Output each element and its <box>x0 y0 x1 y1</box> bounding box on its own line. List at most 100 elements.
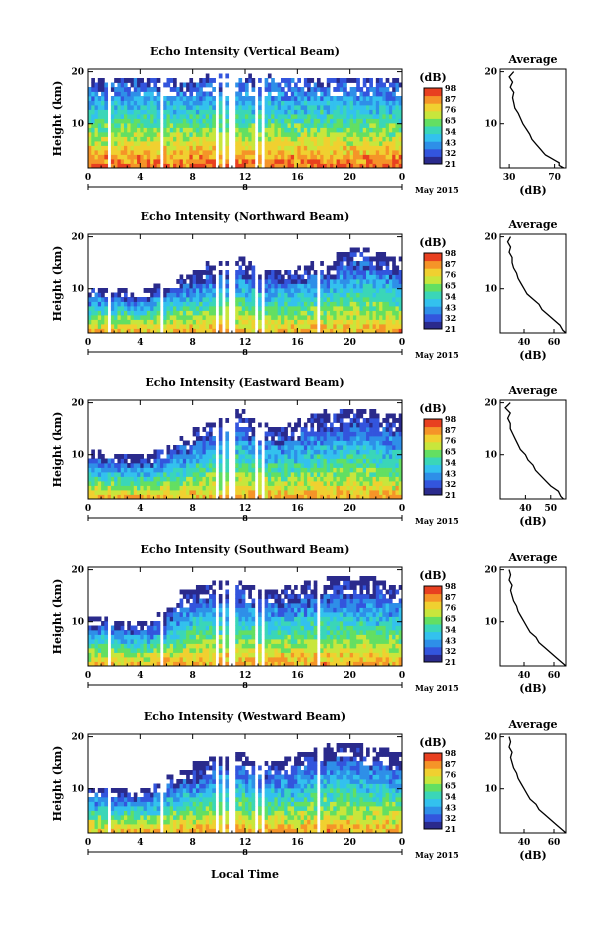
heatmap-cell <box>316 105 321 110</box>
heatmap-cell <box>300 440 305 446</box>
heatmap-cell <box>346 472 351 477</box>
heatmap-cell <box>150 91 154 97</box>
heatmap-cell <box>104 145 109 151</box>
heatmap-cell <box>382 463 387 468</box>
heatmap-cell <box>369 454 373 459</box>
heatmap-cell <box>146 105 151 110</box>
heatmap-cell <box>97 494 102 500</box>
heatmap-cell <box>388 163 393 169</box>
heatmap-cell <box>163 657 167 662</box>
heatmap-cell <box>146 315 151 320</box>
heatmap-cell <box>212 301 216 307</box>
heatmap-cell <box>199 127 203 133</box>
heatmap-cell <box>382 96 387 101</box>
heatmap-cell <box>382 292 387 298</box>
heatmap-cell <box>362 261 367 266</box>
heatmap-cell <box>235 585 239 590</box>
heatmap-cell <box>218 82 223 88</box>
heatmap-cell <box>382 274 387 280</box>
heatmap-cell <box>326 96 331 101</box>
heatmap-cell <box>271 306 275 311</box>
heatmap-cell <box>241 163 246 169</box>
heatmap-cell <box>163 494 167 500</box>
heatmap-cell <box>166 639 171 644</box>
heatmap-cell <box>153 485 158 491</box>
heatmap-cell <box>88 109 92 115</box>
heatmap-cell <box>209 630 213 635</box>
heatmap-cell <box>388 319 393 325</box>
heatmap-cell <box>114 96 118 101</box>
heatmap-cell <box>205 297 210 302</box>
heatmap-cell <box>320 132 324 137</box>
heatmap-cell <box>91 625 95 631</box>
heatmap-cell <box>195 132 200 137</box>
heatmap-cell <box>117 141 122 146</box>
heatmap-cell <box>173 639 177 644</box>
heatmap-cell <box>186 109 190 115</box>
heatmap-cell <box>356 136 360 142</box>
heatmap-cell <box>277 467 282 473</box>
heatmap-cell <box>392 100 396 106</box>
heatmap-cell <box>287 449 292 455</box>
heatmap-cell <box>245 283 249 289</box>
heatmap-cell <box>336 436 341 441</box>
heatmap-cell <box>88 661 92 667</box>
heatmap-cell <box>310 159 315 164</box>
heatmap-cell <box>398 494 403 500</box>
heatmap-cell <box>127 87 131 92</box>
heatmap-cell <box>195 485 200 491</box>
heatmap-cell <box>323 105 328 110</box>
heatmap-cell <box>323 136 328 142</box>
heatmap-cell <box>202 621 207 626</box>
heatmap-cell <box>251 494 256 500</box>
heatmap-cell <box>195 612 200 617</box>
heatmap-cell <box>137 100 141 106</box>
heatmap-cell <box>343 328 347 334</box>
heatmap-cell <box>195 163 200 169</box>
heatmap-cell <box>333 431 337 437</box>
heatmap-cell <box>202 625 207 631</box>
heatmap-cell <box>182 292 187 298</box>
heatmap-cell <box>199 449 203 455</box>
heatmap-cell <box>287 270 292 275</box>
heatmap-cell <box>313 123 318 128</box>
heatmap-cell <box>91 616 95 622</box>
heatmap-cell <box>294 454 298 459</box>
heatmap-cell <box>333 159 337 164</box>
heatmap-cell <box>385 270 390 275</box>
heatmap-cell <box>372 256 377 262</box>
heatmap-cell <box>346 256 351 262</box>
heatmap-cell <box>349 150 354 155</box>
heatmap-cell <box>153 454 158 459</box>
heatmap-cell <box>349 418 354 423</box>
heatmap-cell <box>123 96 128 101</box>
heatmap-cell <box>392 445 396 450</box>
heatmap-cell <box>195 639 200 644</box>
heatmap-cell <box>294 472 298 477</box>
heatmap-cell <box>388 100 393 106</box>
heatmap-cell <box>225 270 230 275</box>
heatmap-cell <box>366 476 370 482</box>
heatmap-cell <box>372 418 377 423</box>
heatmap-cell <box>343 274 347 280</box>
heatmap-cell <box>182 118 187 124</box>
heatmap-cell <box>120 634 125 640</box>
colorbar-swatch <box>424 441 442 450</box>
heatmap-cell <box>356 422 360 428</box>
heatmap-cell <box>238 463 243 468</box>
heatmap-cell <box>156 612 161 617</box>
heatmap-cell <box>258 301 262 307</box>
heatmap-cell <box>94 481 99 486</box>
heatmap-cell <box>153 634 158 640</box>
heatmap-cell <box>326 476 331 482</box>
heatmap-cell <box>316 127 321 133</box>
heatmap-cell <box>117 150 122 155</box>
colorbar-tick-label: 76 <box>445 270 457 280</box>
heatmap-cell <box>176 630 180 635</box>
heatmap-cell <box>101 454 105 459</box>
heatmap-cell <box>346 427 351 432</box>
heatmap-cell <box>349 118 354 124</box>
heatmap-cell <box>117 463 122 468</box>
heatmap-cell <box>117 292 122 298</box>
heatmap-cell <box>202 96 207 101</box>
